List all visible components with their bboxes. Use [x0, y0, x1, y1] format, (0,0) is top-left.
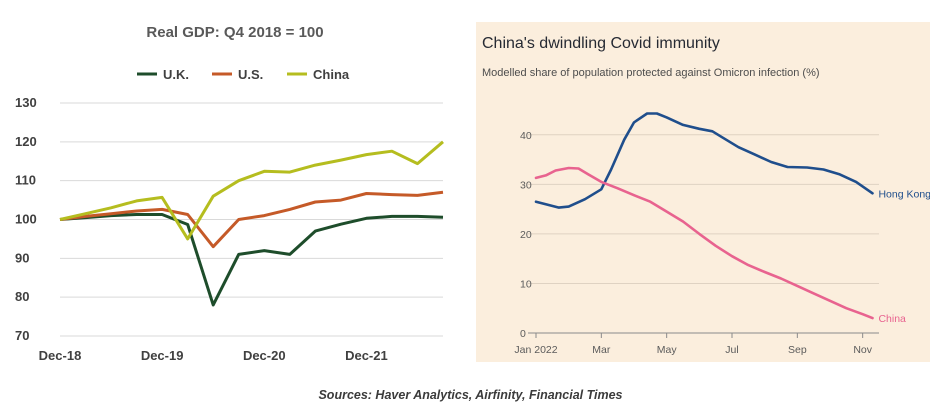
left-chart-gridlines: [60, 102, 443, 337]
left-y-tick-label: 90: [15, 250, 29, 265]
right-chart-y-axis: 0 10 20 30 40: [520, 130, 532, 340]
series-line-hong-kong: [534, 112, 874, 209]
covid-immunity-chart: China's dwindling Covid immunity Modelle…: [482, 35, 930, 356]
left-x-tick-label: Dec-20: [243, 348, 286, 363]
right-y-tick-label: 10: [520, 278, 532, 290]
covid-immunity-panel: China's dwindling Covid immunity Modelle…: [476, 22, 930, 362]
right-chart-gridlines: [528, 134, 879, 334]
right-x-tick-label: Sep: [788, 344, 807, 356]
series-line-china: [534, 166, 874, 320]
series-label-china: China: [878, 313, 906, 325]
right-chart-series: [534, 112, 874, 320]
left-y-tick-label: 70: [15, 328, 29, 343]
left-x-tick-label: Dec-18: [39, 348, 82, 363]
left-x-tick-label: Dec-19: [141, 348, 184, 363]
real-gdp-chart: Real GDP: Q4 2018 = 100 U.K. U.S. China 70…: [15, 24, 444, 363]
right-chart-subtitle: Modelled share of population protected a…: [482, 67, 820, 79]
sources-note: Sources: Haver Analytics, Airfinity, Fin…: [318, 388, 623, 402]
series-label-hong-kong: Hong Kong: [878, 188, 930, 200]
legend-label-u-k: U.K.: [163, 67, 189, 82]
right-chart-x-axis: Jan 2022 Mar May Jul Sep Nov: [514, 332, 879, 356]
legend-label-u-s: U.S.: [238, 67, 263, 82]
series-line-u-s: [59, 190, 444, 249]
right-x-tick-label: Mar: [592, 344, 611, 356]
right-y-tick-label: 30: [520, 179, 532, 191]
right-y-tick-label: 0: [520, 328, 526, 340]
right-chart-title: China's dwindling Covid immunity: [482, 35, 720, 52]
right-x-tick-label: May: [657, 344, 678, 356]
left-y-tick-label: 80: [15, 289, 29, 304]
left-y-tick-label: 110: [15, 173, 36, 188]
left-x-tick-label: Dec-21: [345, 348, 388, 363]
left-chart-y-axis: 70 80 90 100 110 120 130: [15, 95, 37, 343]
right-chart-series-labels: Hong Kong China: [878, 188, 930, 325]
right-y-tick-label: 20: [520, 229, 532, 241]
left-chart-series: [59, 140, 444, 307]
left-y-tick-label: 100: [15, 212, 37, 227]
left-chart-x-axis: Dec-18 Dec-19 Dec-20 Dec-21: [39, 348, 388, 363]
right-y-tick-label: 40: [520, 130, 532, 142]
left-chart-title: Real GDP: Q4 2018 = 100: [146, 24, 323, 41]
left-y-tick-label: 120: [15, 134, 37, 149]
left-chart-legend: U.K. U.S. China: [137, 67, 350, 82]
right-x-tick-label: Nov: [853, 344, 872, 356]
legend-label-china: China: [313, 67, 350, 82]
left-y-tick-label: 130: [15, 95, 37, 110]
right-x-tick-label: Jan 2022: [514, 344, 557, 356]
series-line-china: [59, 140, 444, 241]
right-x-tick-label: Jul: [725, 344, 738, 356]
series-line-u-k: [59, 213, 444, 307]
